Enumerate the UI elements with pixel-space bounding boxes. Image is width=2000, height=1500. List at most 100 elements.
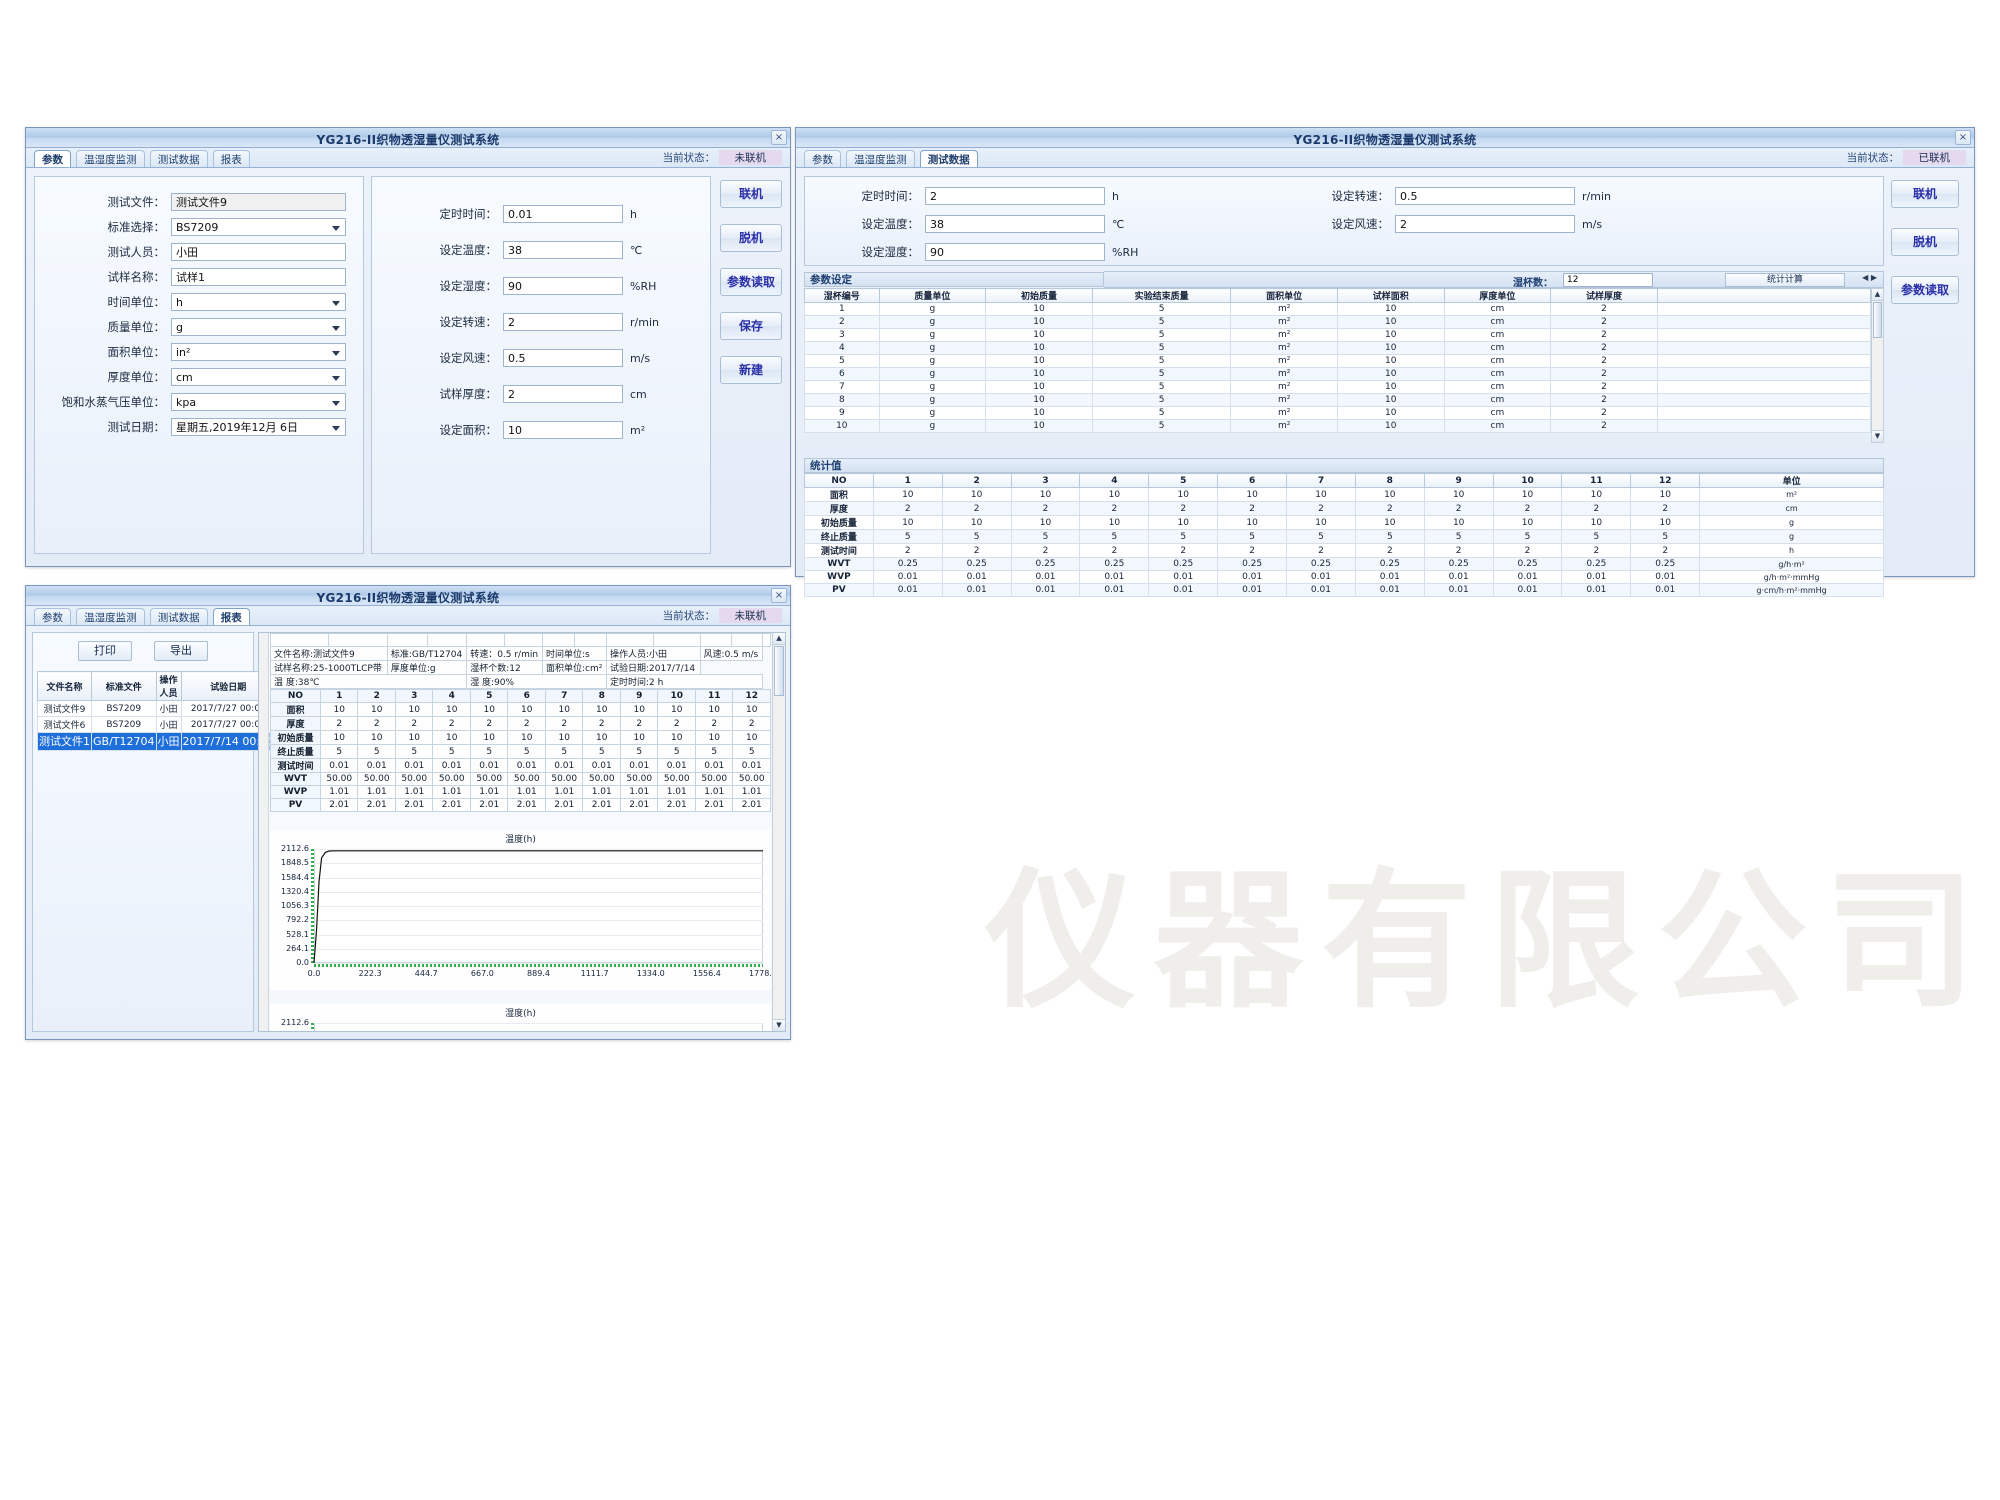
table-cell[interactable]: 5 bbox=[1091, 341, 1232, 355]
table-cell[interactable] bbox=[1656, 393, 1871, 407]
table-cell[interactable]: m² bbox=[1230, 367, 1338, 381]
table-cell[interactable]: 10 bbox=[985, 302, 1093, 316]
disconnect-button[interactable]: 脱机 bbox=[720, 224, 782, 252]
save-button[interactable]: 保存 bbox=[720, 312, 782, 340]
table-cell[interactable]: g bbox=[878, 354, 987, 368]
table-cell[interactable]: 5 bbox=[1091, 302, 1232, 316]
table-cell[interactable]: 10 bbox=[985, 354, 1093, 368]
table-cell[interactable]: 5 bbox=[1091, 393, 1232, 407]
table-row[interactable]: 1 g 10 5 m² 10 cm 2 bbox=[804, 302, 1871, 316]
scroll-down-icon[interactable]: ▼ bbox=[1872, 430, 1883, 442]
field-select[interactable]: g bbox=[171, 318, 346, 336]
table-cell[interactable]: 5 bbox=[1091, 406, 1232, 420]
close-icon[interactable]: × bbox=[771, 588, 787, 603]
table-cell[interactable]: g bbox=[878, 419, 987, 433]
table-cell[interactable]: 10 bbox=[985, 406, 1093, 420]
table-cell[interactable]: cm bbox=[1443, 406, 1552, 420]
table-cell[interactable]: 10 bbox=[985, 380, 1093, 394]
column-header[interactable]: 文件名称 bbox=[37, 671, 92, 701]
table-cell[interactable]: 小田 bbox=[155, 716, 182, 733]
table-cell[interactable]: 测试文件6 bbox=[37, 716, 92, 733]
window3-titlebar[interactable]: YG216-II织物透湿量仪测试系统 × bbox=[26, 586, 790, 606]
tab-parameters[interactable]: 参数 bbox=[34, 150, 71, 167]
table-cell[interactable]: 10 bbox=[1336, 328, 1445, 342]
column-header[interactable]: 初始质量 bbox=[985, 288, 1093, 303]
table-cell[interactable]: g bbox=[878, 315, 987, 329]
table-cell[interactable]: m² bbox=[1230, 406, 1338, 420]
field-input[interactable]: 90 bbox=[925, 243, 1105, 261]
scroll-thumb[interactable] bbox=[774, 646, 784, 696]
tab-temp-humidity-monitor[interactable]: 温湿度监测 bbox=[846, 150, 915, 167]
table-row[interactable]: 5 g 10 5 m² 10 cm 2 bbox=[804, 354, 1871, 368]
grid-scrollbar[interactable]: ▲ ▼ bbox=[1871, 288, 1884, 443]
field-select[interactable]: BS7209 bbox=[171, 218, 346, 236]
table-cell[interactable]: g bbox=[878, 367, 987, 381]
table-cell[interactable]: g bbox=[878, 393, 987, 407]
new-button[interactable]: 新建 bbox=[720, 356, 782, 384]
table-cell[interactable]: 10 bbox=[1336, 419, 1445, 433]
table-cell[interactable]: 测试文件9 bbox=[37, 700, 92, 717]
table-cell[interactable]: 2 bbox=[1550, 315, 1658, 329]
print-button[interactable]: 打印 bbox=[78, 641, 132, 661]
field-input[interactable]: 测试文件9 bbox=[171, 193, 346, 211]
window1-titlebar[interactable]: YG216-II织物透湿量仪测试系统 × bbox=[26, 128, 790, 148]
table-cell[interactable]: g bbox=[878, 380, 987, 394]
field-input[interactable]: 小田 bbox=[171, 243, 346, 261]
table-cell[interactable]: 8 bbox=[804, 393, 880, 407]
table-row[interactable]: 10 g 10 5 m² 10 cm 2 bbox=[804, 419, 1871, 433]
table-cell[interactable] bbox=[1656, 406, 1871, 420]
table-cell[interactable]: 2 bbox=[804, 315, 880, 329]
table-cell[interactable]: m² bbox=[1230, 341, 1338, 355]
field-input[interactable]: 10 bbox=[503, 421, 623, 439]
table-row[interactable]: 7 g 10 5 m² 10 cm 2 bbox=[804, 380, 1871, 394]
table-cell[interactable]: 10 bbox=[985, 341, 1093, 355]
table-cell[interactable]: 4 bbox=[804, 341, 880, 355]
table-row[interactable]: 4 g 10 5 m² 10 cm 2 bbox=[804, 341, 1871, 355]
column-header[interactable]: 厚度单位 bbox=[1443, 288, 1552, 303]
table-cell[interactable]: m² bbox=[1230, 380, 1338, 394]
table-cell[interactable]: 5 bbox=[1091, 419, 1232, 433]
report-scrollbar[interactable]: ▲ ▼ bbox=[772, 633, 785, 1031]
read-params-button[interactable]: 参数读取 bbox=[1891, 276, 1959, 304]
table-cell[interactable] bbox=[1656, 341, 1871, 355]
tab-test-data[interactable]: 测试数据 bbox=[149, 150, 208, 167]
table-cell[interactable]: 2 bbox=[1550, 341, 1658, 355]
table-cell[interactable]: cm bbox=[1443, 367, 1552, 381]
scroll-down-icon[interactable]: ▼ bbox=[773, 1019, 785, 1031]
table-cell[interactable]: 10 bbox=[985, 367, 1093, 381]
table-cell[interactable]: 6 bbox=[804, 367, 880, 381]
table-cell[interactable]: GB/T12704 bbox=[91, 732, 157, 751]
table-cell[interactable]: 5 bbox=[1091, 315, 1232, 329]
table-cell[interactable]: 小田 bbox=[155, 732, 182, 751]
tab-report[interactable]: 报表 bbox=[212, 608, 250, 625]
column-header[interactable]: 操作人员 bbox=[155, 671, 182, 701]
list-item[interactable]: 测试文件1 GB/T12704 小田 2017/7/14 00:00 bbox=[37, 732, 277, 751]
table-cell[interactable]: 5 bbox=[804, 354, 880, 368]
statistics-table[interactable]: NO 1 2 3 4 5 6 7 8 9 10 11 12 单位 面积 10 10 10 10 10 10 10 10 10 1… bbox=[804, 473, 1884, 597]
table-cell[interactable]: 2 bbox=[1550, 367, 1658, 381]
field-input[interactable]: 0.5 bbox=[503, 349, 623, 367]
table-cell[interactable]: 10 bbox=[804, 419, 880, 433]
table-cell[interactable]: 10 bbox=[1336, 315, 1445, 329]
table-cell[interactable]: 10 bbox=[985, 419, 1093, 433]
table-cell[interactable]: 10 bbox=[1336, 341, 1445, 355]
tab-temp-humidity-monitor[interactable]: 温湿度监测 bbox=[76, 150, 145, 167]
field-input[interactable]: 90 bbox=[503, 277, 623, 295]
table-cell[interactable]: 2 bbox=[1550, 302, 1658, 316]
table-cell[interactable]: 10 bbox=[985, 328, 1093, 342]
table-cell[interactable]: 5 bbox=[1091, 354, 1232, 368]
table-cell[interactable]: m² bbox=[1230, 315, 1338, 329]
scroll-thumb[interactable] bbox=[1873, 302, 1882, 338]
column-header[interactable]: 试样厚度 bbox=[1550, 288, 1658, 303]
field-input[interactable]: 2 bbox=[1395, 215, 1575, 233]
table-cell[interactable] bbox=[1656, 354, 1871, 368]
table-row[interactable]: 8 g 10 5 m² 10 cm 2 bbox=[804, 393, 1871, 407]
connect-button[interactable]: 联机 bbox=[1891, 180, 1959, 208]
table-cell[interactable]: BS7209 bbox=[91, 700, 157, 717]
column-header[interactable]: 标准文件 bbox=[91, 671, 157, 701]
field-input[interactable]: 0.01 bbox=[503, 205, 623, 223]
read-params-button[interactable]: 参数读取 bbox=[720, 268, 782, 296]
table-cell[interactable]: 9 bbox=[804, 406, 880, 420]
table-cell[interactable]: 2 bbox=[1550, 406, 1658, 420]
table-cell[interactable]: cm bbox=[1443, 341, 1552, 355]
